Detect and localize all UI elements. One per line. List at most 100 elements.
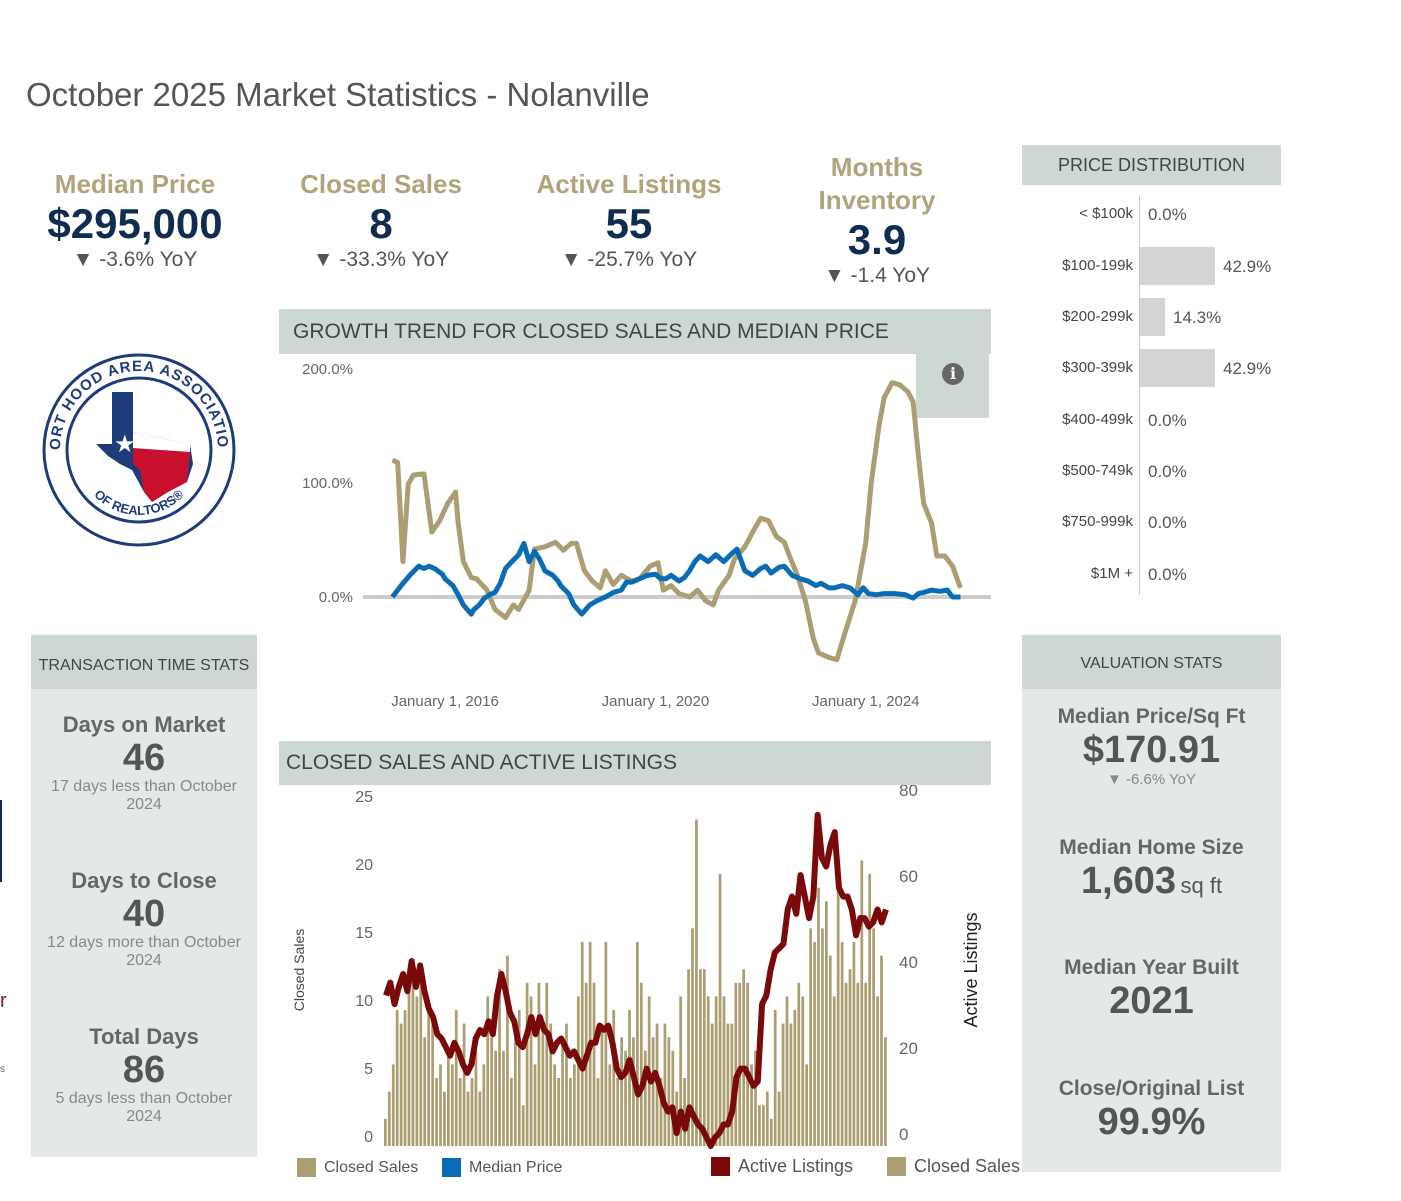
closed-sales-bar [679, 996, 683, 1146]
price-distribution-row[interactable]: $500-749k 0.0% [1022, 452, 1281, 492]
valuation-stats-panel: VALUATION STATS Median Price/Sq Ft $170.… [1022, 635, 1281, 1172]
closed-sales-bar [454, 1010, 458, 1146]
closed-sales-bar [573, 1064, 576, 1146]
kpi-value: 55 [605, 200, 653, 247]
price-distribution-row[interactable]: $400-499k 0.0% [1022, 401, 1281, 441]
closed-sales-bar [691, 928, 694, 1146]
closed-sales-bar [848, 969, 852, 1146]
legend-label: Closed Sales [914, 1156, 1021, 1176]
closed-sales-bar [580, 942, 584, 1146]
stat-value: 86 [122, 1049, 166, 1091]
legend-median-price[interactable]: Median Price [442, 1158, 562, 1177]
y-tick-label: 25 [355, 789, 373, 806]
stat-median-year-built: Median Year Built 2021 [1022, 956, 1281, 1022]
price-range-label: $500-749k [1062, 462, 1133, 479]
closed-sales-bar [411, 969, 415, 1146]
closed-sales-bar [502, 1050, 505, 1146]
association-logo: FORT HOOD AREA ASSOCIATION OF REALTORS® … [40, 352, 236, 547]
stat-sub: ▼ -6.6% YoY [1106, 771, 1197, 788]
legend-closed-sales-2[interactable]: Closed Sales [887, 1156, 1020, 1177]
closed-sales-bar [612, 1010, 616, 1146]
stat-sub: 5 days less than October 2024 [55, 1090, 233, 1125]
y-tick-label: 10 [355, 993, 373, 1010]
closed-sales-bar [403, 1010, 407, 1146]
y2-tick-label: 0 [899, 1125, 908, 1144]
price-distribution-pct: 0.0% [1148, 565, 1187, 584]
closed-sales-bar [624, 1050, 627, 1146]
x-tick-label: January 1, 2024 [812, 693, 920, 710]
closed-sales-bar [604, 942, 608, 1146]
price-distribution-row[interactable]: < $100k 0.0% [1022, 195, 1281, 235]
legend-active-listings[interactable]: Active Listings [711, 1156, 853, 1177]
closed-sales-bar [702, 969, 706, 1146]
closed-sales-bar [860, 860, 864, 1146]
kpi-active-listings: Active Listings 55 ▼ -25.7% YoY [509, 168, 749, 273]
y2-tick-label: 20 [899, 1039, 918, 1058]
kpi-value: 3.9 [847, 216, 907, 263]
closed-sales-bar [431, 1023, 434, 1146]
closed-sales-bar [671, 1050, 675, 1146]
closed-sales-bar [525, 982, 529, 1146]
kpi-value: 8 [369, 200, 393, 247]
closed-sales-header: CLOSED SALES AND ACTIVE LISTINGS [279, 741, 991, 785]
closed-sales-bar [639, 982, 643, 1146]
kpi-value: $295,000 [47, 200, 223, 247]
closed-sales-bar [785, 996, 789, 1146]
price-distribution-pct: 0.0% [1148, 205, 1187, 224]
price-distribution-pct: 14.3% [1173, 308, 1222, 327]
legend-closed-sales[interactable]: Closed Sales [297, 1158, 418, 1177]
closed-sales-bar [517, 1010, 521, 1146]
price-range-label: $750-999k [1062, 513, 1133, 530]
kpi-label: Closed Sales [300, 169, 462, 199]
y-tick-label: 0 [364, 1129, 373, 1146]
closed-sales-bar [494, 1050, 497, 1146]
closed-sales-bar [545, 982, 549, 1146]
closed-sales-bar [754, 1050, 757, 1146]
y-tick-label: 15 [355, 925, 373, 942]
closed-sales-bar [746, 982, 749, 1146]
price-distribution-pct: 42.9% [1223, 359, 1272, 378]
stat-sub: 12 days more than October 2024 [47, 934, 241, 969]
closed-sales-bar [435, 1078, 438, 1146]
closed-sales-bar [391, 1064, 395, 1146]
cropped-text: r [0, 990, 7, 1012]
price-distribution-row[interactable]: $200-299k 14.3% [1022, 298, 1281, 338]
closed-sales-bar [384, 1118, 387, 1146]
stat-label: Median Price/Sq Ft [1057, 705, 1246, 728]
growth-trend-chart: 200.0% 100.0% 0.0% January 1, 2016 January 1… [302, 361, 991, 710]
stat-total-days: Total Days 86 5 days less than October 2… [31, 1024, 257, 1126]
price-distribution-row[interactable]: $1M + 0.0% [1022, 555, 1281, 595]
closed-sales-bar [813, 942, 816, 1146]
closed-sales-bar [836, 887, 840, 1146]
stat-median-price-sqft: Median Price/Sq Ft $170.91 ▼ -6.6% YoY [1022, 705, 1281, 788]
closed-sales-bar [628, 1010, 631, 1146]
closed-sales-bar [781, 1023, 785, 1146]
closed-sales-bar [478, 1091, 482, 1146]
y-tick-label: 5 [364, 1061, 373, 1078]
closed-sales-bar [769, 1118, 773, 1146]
stat-label: Days on Market [62, 712, 226, 737]
kpi-label: Active Listings [536, 169, 722, 199]
price-range-label: $400-499k [1062, 411, 1133, 428]
legend-label: Active Listings [738, 1156, 854, 1176]
price-distribution-row[interactable]: $100-199k 42.9% [1022, 247, 1281, 287]
closed-sales-bar [450, 1064, 454, 1146]
price-distribution-row[interactable]: $300-399k 42.9% [1022, 349, 1281, 389]
closed-sales-bar [387, 1091, 391, 1146]
y-axis-label: Closed Sales [291, 929, 307, 1012]
kpi-label: Months Inventory [818, 152, 936, 215]
y-tick-label: 200.0% [302, 361, 353, 378]
price-distribution-row[interactable]: $750-999k 0.0% [1022, 503, 1281, 543]
kpi-change: ▼ -1.4 YoY [823, 264, 931, 287]
closed-sales-bar [608, 1064, 612, 1146]
closed-sales-bar [742, 969, 746, 1146]
closed-sales-bar [549, 1023, 553, 1146]
price-distribution-bar [1140, 298, 1165, 336]
closed-sales-bar [683, 1078, 686, 1146]
info-icon[interactable]: i [942, 363, 964, 385]
valuation-stats-header: VALUATION STATS [1022, 635, 1281, 689]
price-distribution-header: PRICE DISTRIBUTION [1022, 145, 1281, 185]
stat-unit: sq ft [1180, 873, 1223, 898]
closed-sales-bar [750, 1064, 753, 1146]
legend-label: Median Price [469, 1158, 563, 1176]
